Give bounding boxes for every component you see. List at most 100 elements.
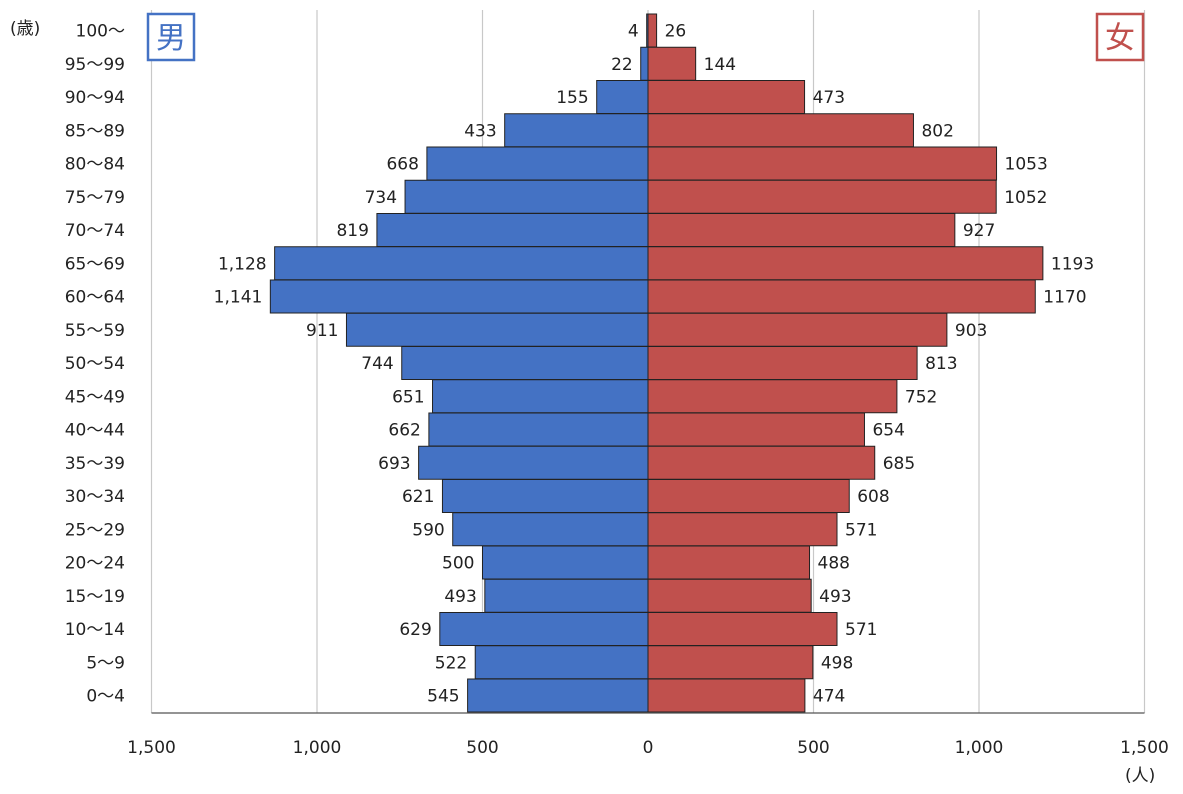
male-value-label: 621 (402, 487, 434, 507)
bar-layer (269, 13, 1044, 713)
x-tick-label: 500 (797, 738, 829, 758)
male-legend-box (146, 12, 196, 62)
male-bar (452, 512, 649, 547)
female-bar (647, 479, 850, 513)
male-legend-label: 男 (156, 21, 186, 56)
female-value-label: 473 (813, 88, 845, 108)
male-value-label: 744 (361, 354, 393, 374)
male-value-label: 693 (378, 454, 410, 474)
female-value-label: 752 (905, 387, 937, 407)
age-category-label: 50〜54 (65, 354, 125, 374)
female-value-label: 813 (925, 354, 957, 374)
male-value-label: 662 (388, 421, 420, 441)
age-category-label: 10〜14 (65, 620, 125, 640)
male-bar (484, 578, 649, 613)
male-value-label: 22 (611, 55, 633, 75)
male-value-label: 590 (412, 520, 444, 540)
age-category-label: 35〜39 (65, 454, 125, 474)
female-bar (647, 512, 838, 547)
female-value-label: 654 (872, 421, 904, 441)
female-value-label: 144 (704, 55, 736, 75)
female-bar (647, 379, 898, 414)
x-tick-label: 1,500 (127, 738, 176, 758)
female-bar (647, 46, 697, 81)
female-bar (647, 678, 806, 713)
female-bar (647, 578, 812, 613)
age-category-label: 75〜79 (65, 188, 125, 208)
male-value-label: 433 (464, 121, 496, 141)
female-legend-label: 女 (1105, 21, 1135, 56)
female-value-label: 1193 (1051, 254, 1094, 274)
female-value-label: 1170 (1043, 288, 1086, 308)
female-value-label: 685 (883, 454, 915, 474)
male-value-label: 522 (435, 653, 467, 673)
age-category-label: 5〜9 (86, 653, 125, 673)
female-legend-box (1095, 12, 1145, 62)
male-value-label: 651 (392, 387, 424, 407)
female-bar (647, 412, 865, 447)
male-value-label: 911 (306, 321, 338, 341)
age-category-label: 100〜 (76, 22, 125, 42)
female-value-label: 802 (921, 121, 953, 141)
male-value-label: 500 (442, 554, 474, 574)
male-value-label: 1,128 (218, 254, 267, 274)
female-bar (647, 312, 948, 347)
male-bar (482, 545, 649, 580)
age-category-label: 25〜29 (65, 520, 125, 540)
age-category-label: 85〜89 (65, 121, 125, 141)
male-bar (274, 246, 649, 281)
male-bar (640, 46, 649, 81)
y-axis-unit-label: (歳) (10, 19, 40, 39)
female-value-label: 1052 (1004, 188, 1047, 208)
female-value-label: 927 (963, 221, 995, 241)
age-category-label: 70〜74 (65, 221, 125, 241)
female-value-label: 1053 (1005, 155, 1048, 175)
female-bar (647, 545, 811, 580)
male-bar (401, 346, 649, 380)
female-value-label: 474 (813, 687, 845, 707)
age-category-label: 80〜84 (65, 155, 125, 175)
age-category-label: 90〜94 (65, 88, 125, 108)
x-tick-label: 1,000 (293, 738, 342, 758)
x-axis-unit-label: (人) (1125, 766, 1155, 786)
age-category-label: 40〜44 (65, 421, 125, 441)
male-bar (441, 479, 649, 513)
male-value-label: 629 (399, 620, 431, 640)
female-value-label: 571 (845, 620, 877, 640)
age-category-label: 0〜4 (86, 687, 125, 707)
male-bar (432, 379, 649, 414)
age-category-label: 95〜99 (65, 55, 125, 75)
male-value-label: 545 (427, 687, 459, 707)
male-bar (418, 445, 649, 480)
female-bar (647, 113, 914, 148)
female-bar (647, 346, 918, 380)
age-category-label: 60〜64 (65, 288, 125, 308)
male-bar (376, 213, 649, 247)
female-bar (647, 213, 956, 247)
male-value-label: 819 (336, 221, 368, 241)
male-bar (439, 612, 649, 646)
male-bar (474, 645, 649, 680)
male-bar (467, 678, 649, 713)
female-bar (647, 612, 838, 646)
male-bar (404, 179, 649, 214)
male-value-label: 668 (386, 155, 418, 175)
female-legend-badge: 女 (1095, 12, 1145, 62)
male-legend-badge: 男 (146, 12, 196, 62)
age-category-label: 45〜49 (65, 387, 125, 407)
label-layer: 1,500 1,000 500 0 500 1,000 1,500 100〜 4 26 95〜99 2… (65, 22, 1169, 759)
female-value-label: 571 (845, 520, 877, 540)
female-bar (647, 13, 658, 48)
female-value-label: 488 (818, 554, 850, 574)
female-bar (647, 146, 998, 181)
age-category-label: 20〜24 (65, 554, 125, 574)
female-value-label: 608 (857, 487, 889, 507)
male-bar (345, 312, 649, 347)
female-bar (647, 80, 806, 114)
male-bar (596, 80, 649, 114)
axis-layer: (歳) (人) (10, 19, 1155, 786)
female-bar (647, 279, 1036, 314)
male-value-label: 493 (444, 587, 476, 607)
male-bar (269, 279, 649, 314)
